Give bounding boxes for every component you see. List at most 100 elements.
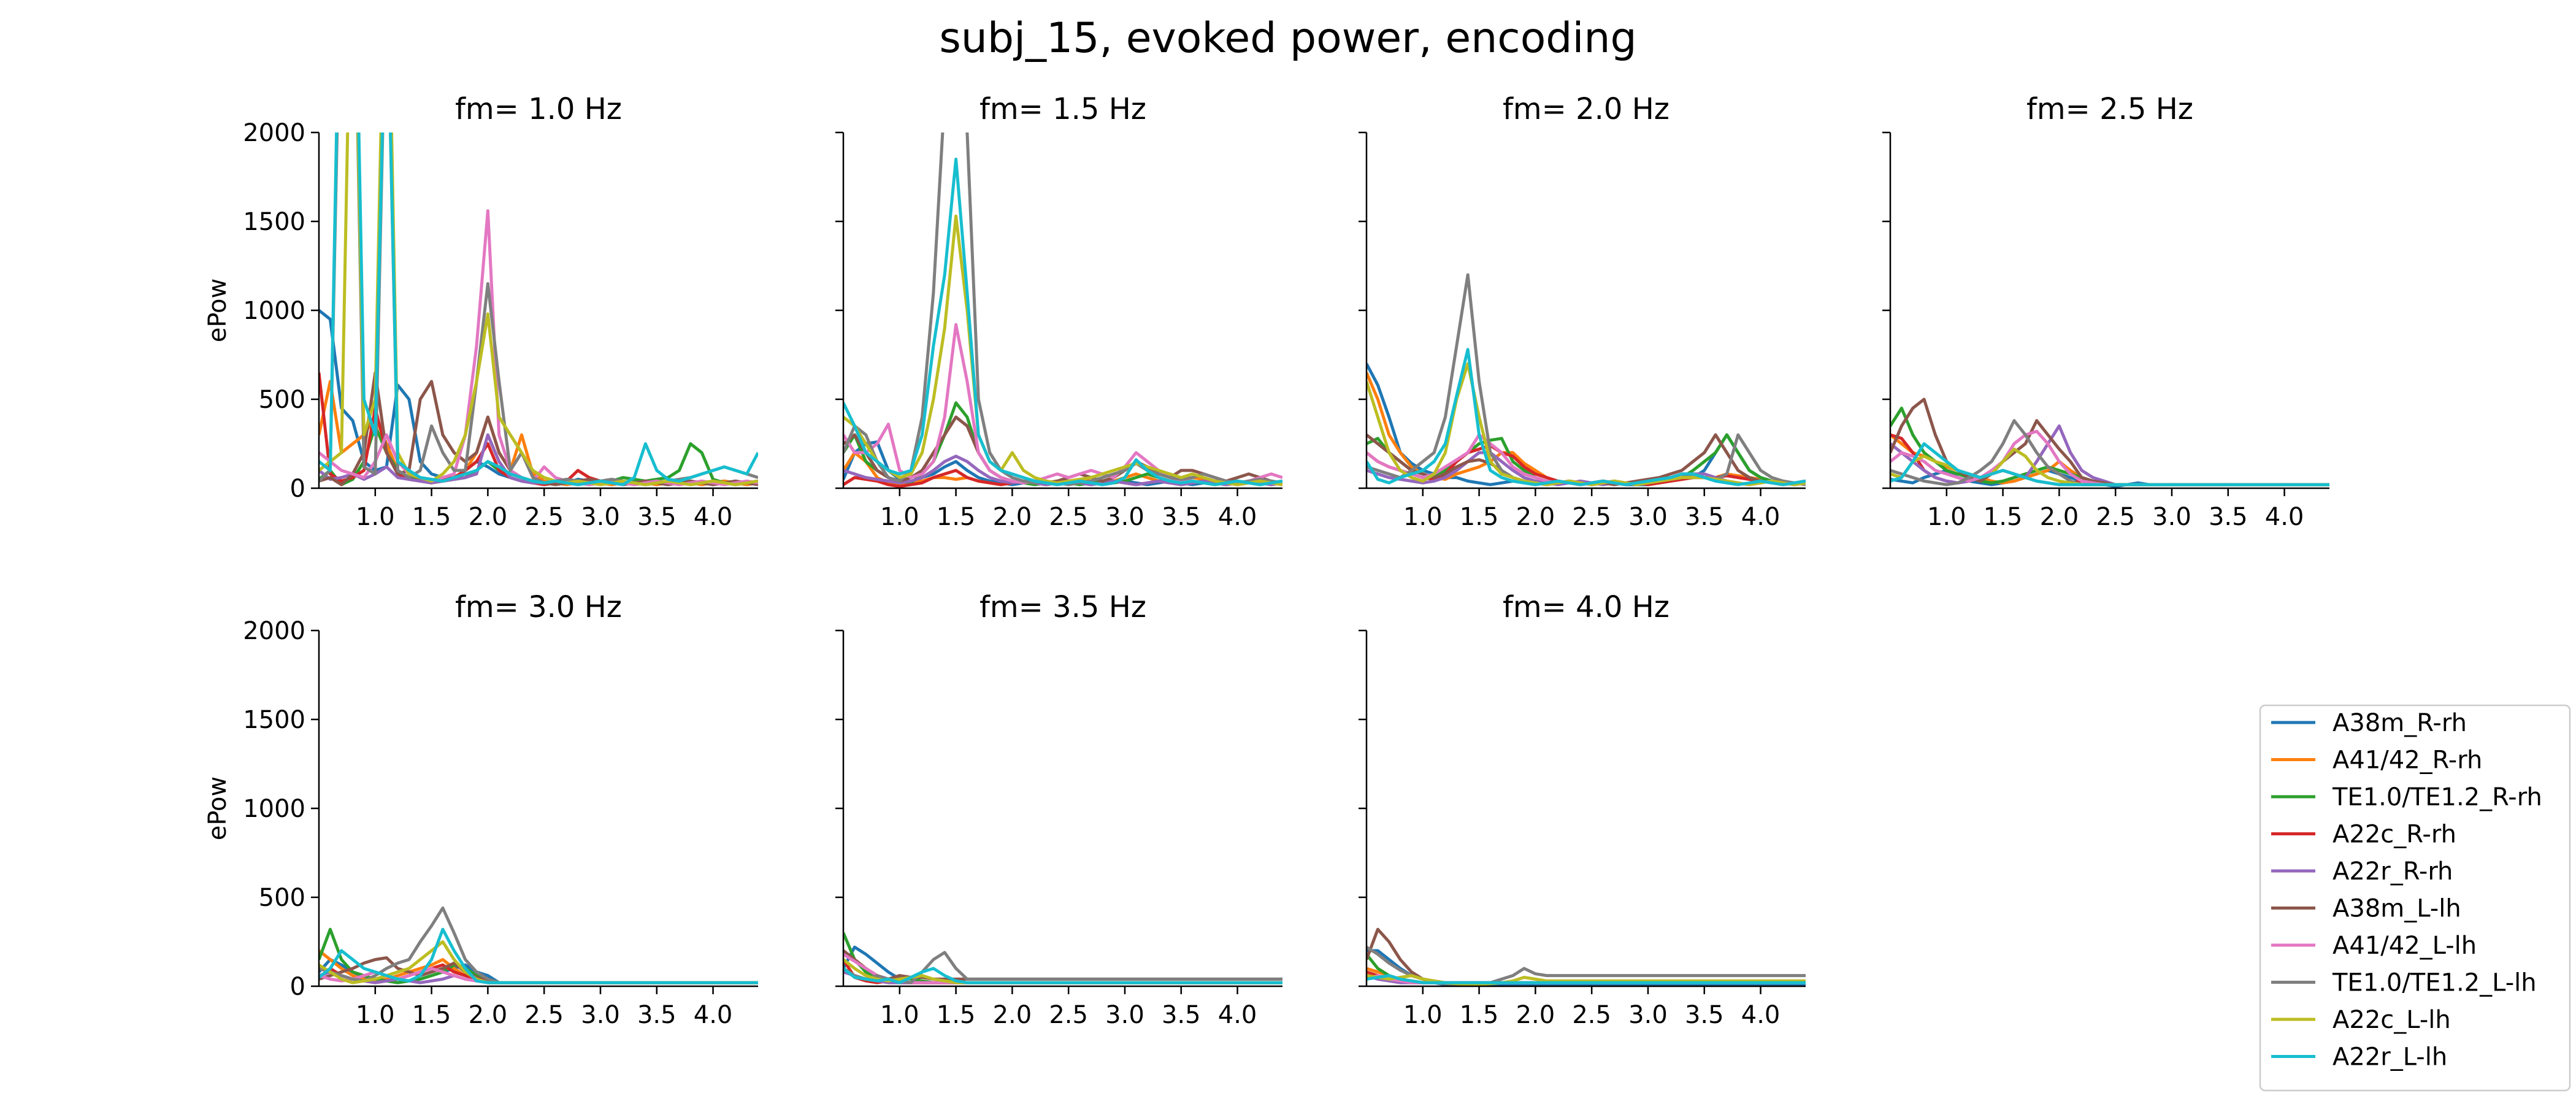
x-tick-label: 4.0 xyxy=(694,503,733,531)
panel-title: fm= 4.0 Hz xyxy=(1503,590,1669,624)
x-tick-label: 2.0 xyxy=(1516,503,1555,531)
x-tick-label: 4.0 xyxy=(2265,503,2304,531)
series-line-a22c-l-lh xyxy=(843,214,1282,486)
series-line-te1-0-te1-2-r-rh xyxy=(843,932,1282,984)
series-line-a41-42-r-rh xyxy=(1367,372,1806,486)
legend-label: TE1.0/TE1.2_R-rh xyxy=(2332,783,2542,811)
x-tick-label: 2.5 xyxy=(1049,503,1088,531)
legend-label: A22c_R-rh xyxy=(2333,821,2456,849)
series-line-a22r-l-lh xyxy=(843,967,1282,984)
panel-title: fm= 3.5 Hz xyxy=(979,590,1146,624)
legend-label: A38m_L-lh xyxy=(2333,895,2461,923)
x-tick-label: 3.0 xyxy=(1105,1001,1144,1029)
series-line-te1-0-te1-2-r-rh xyxy=(1367,953,1806,984)
x-tick-label: 3.0 xyxy=(581,1001,620,1029)
x-tick-label: 4.0 xyxy=(1741,1001,1781,1029)
x-tick-label: 3.0 xyxy=(1628,503,1668,531)
panel-3: fm= 2.5 Hz 1.0 1.5 2.0 2.5 3.0 3.5 4.0 xyxy=(1882,92,2329,531)
series-line-a22r-l-lh xyxy=(1367,348,1806,486)
legend-frame xyxy=(2259,704,2571,1092)
x-tick-label: 2.5 xyxy=(524,1001,564,1029)
panel-title: fm= 1.5 Hz xyxy=(979,92,1146,126)
panel-2: fm= 2.0 Hz 1.0 1.5 2.0 2.5 3.0 3.5 4.0 xyxy=(1359,92,1806,531)
x-tick-label: 1.5 xyxy=(1984,503,2023,531)
y-tick-label: 500 xyxy=(259,386,305,414)
y-tick-label: 1500 xyxy=(243,706,305,734)
x-tick-label: 2.0 xyxy=(469,1001,508,1029)
legend: A38m_R-rh A41/42_R-rh TE1.0/TE1.2_R-rh A22c… xyxy=(2259,704,2571,1092)
x-tick-label: 2.0 xyxy=(1516,1001,1555,1029)
legend-item: A41/42_L-lh xyxy=(2271,932,2477,960)
x-tick-label: 1.0 xyxy=(356,503,395,531)
x-tick-label: 2.0 xyxy=(993,1001,1032,1029)
panel-1: fm= 1.5 Hz 1.0 1.5 2.0 2.5 3.0 3.5 4.0 xyxy=(835,92,1282,531)
x-tick-label: 1.5 xyxy=(412,1001,451,1029)
x-tick-label: 1.0 xyxy=(356,1001,395,1029)
panel-6: fm= 4.0 Hz 1.0 1.5 2.0 2.5 3.0 3.5 4.0 xyxy=(1359,590,1806,1029)
x-tick-label: 3.0 xyxy=(1628,1001,1668,1029)
panel-0: fm= 1.0 Hz 1.0 1.5 2.0 2.5 3.0 3.5 4.0 0 500 1000 1… xyxy=(204,92,758,531)
y-tick-label: 500 xyxy=(259,884,305,912)
series-line-a38m-l-lh xyxy=(843,949,1282,981)
legend-item: A22r_R-rh xyxy=(2271,857,2453,886)
legend-item: A38m_R-rh xyxy=(2271,709,2467,737)
x-tick-label: 2.5 xyxy=(1572,503,1611,531)
y-tick-label: 0 xyxy=(290,973,305,1001)
series-line-a22r-l-lh xyxy=(843,158,1282,486)
x-tick-label: 4.0 xyxy=(1218,1001,1257,1029)
y-tick-label: 2000 xyxy=(243,617,305,645)
series-line-a22c-l-lh xyxy=(319,132,758,486)
series-line-a38m-r-rh xyxy=(1367,362,1806,486)
legend-item: A22c_R-rh xyxy=(2271,821,2456,849)
x-tick-label: 3.5 xyxy=(637,503,677,531)
series-line-a22r-l-lh xyxy=(319,132,758,486)
x-tick-label: 1.5 xyxy=(937,1001,976,1029)
x-tick-label: 1.0 xyxy=(880,1001,919,1029)
panel-5: fm= 3.5 Hz 1.0 1.5 2.0 2.5 3.0 3.5 4.0 xyxy=(835,590,1282,1029)
panel-title: fm= 1.0 Hz xyxy=(455,92,622,126)
legend-label: A38m_R-rh xyxy=(2333,709,2467,737)
x-tick-label: 3.0 xyxy=(1105,503,1144,531)
legend-item: TE1.0/TE1.2_R-rh xyxy=(2271,783,2542,811)
x-tick-label: 4.0 xyxy=(1741,503,1781,531)
series-line-a41-42-r-rh xyxy=(319,949,758,984)
legend-label: A22r_R-rh xyxy=(2333,857,2453,886)
series-line-te1-0-te1-2-l-lh xyxy=(319,132,758,486)
y-axis-label: ePow xyxy=(204,776,232,841)
y-tick-label: 2000 xyxy=(243,119,305,147)
x-tick-label: 1.0 xyxy=(1927,503,1966,531)
x-tick-label: 2.0 xyxy=(993,503,1032,531)
x-tick-label: 3.5 xyxy=(1685,503,1724,531)
y-tick-label: 0 xyxy=(290,475,305,503)
series-line-te1-0-te1-2-l-lh xyxy=(843,132,1282,486)
x-tick-label: 3.5 xyxy=(1162,503,1201,531)
x-tick-label: 1.0 xyxy=(1403,503,1443,531)
legend-item: A22c_L-lh xyxy=(2271,1006,2451,1034)
y-axis-label: ePow xyxy=(204,278,232,343)
x-tick-label: 3.0 xyxy=(581,503,620,531)
legend-label: A41/42_R-rh xyxy=(2333,746,2482,775)
x-tick-label: 1.0 xyxy=(880,503,919,531)
x-tick-label: 3.5 xyxy=(637,1001,677,1029)
x-tick-label: 1.5 xyxy=(1460,503,1499,531)
y-tick-label: 1000 xyxy=(243,795,305,823)
legend-label: TE1.0/TE1.2_L-lh xyxy=(2332,969,2537,997)
series-line-a22c-r-rh xyxy=(1367,443,1806,486)
panel-title: fm= 2.0 Hz xyxy=(1503,92,1669,126)
series-line-a22r-l-lh xyxy=(1890,442,2329,486)
legend-item: TE1.0/TE1.2_L-lh xyxy=(2271,969,2537,997)
y-tick-label: 1500 xyxy=(243,208,305,236)
series-line-a22c-l-lh xyxy=(1367,362,1806,486)
series-line-a41-42-l-lh xyxy=(1890,429,2329,486)
legend-label: A22r_L-lh xyxy=(2333,1043,2447,1071)
x-tick-label: 2.5 xyxy=(2096,503,2135,531)
x-tick-label: 4.0 xyxy=(1218,503,1257,531)
series-line-a41-42-l-lh xyxy=(843,323,1282,485)
series-line-a22r-l-lh xyxy=(319,927,758,984)
x-tick-label: 1.5 xyxy=(937,503,976,531)
x-tick-label: 1.5 xyxy=(1460,1001,1499,1029)
x-tick-label: 3.5 xyxy=(2209,503,2248,531)
panel-title: fm= 3.0 Hz xyxy=(455,590,622,624)
series-line-a38m-r-rh xyxy=(319,309,758,486)
